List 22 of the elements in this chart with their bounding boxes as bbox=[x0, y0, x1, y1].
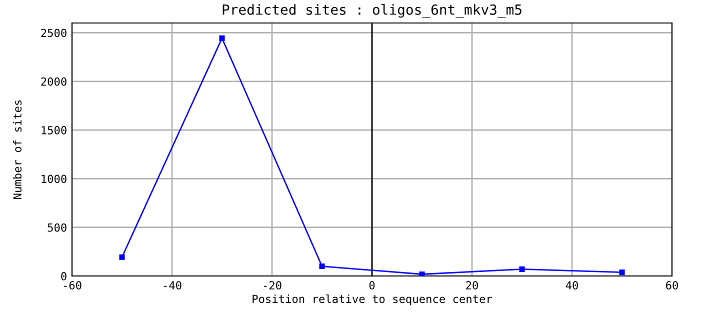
x-tick-label: -60 bbox=[64, 281, 82, 290]
y-tick-label: 2500 bbox=[41, 28, 66, 38]
point bbox=[519, 266, 525, 272]
x-tick-label: 60 bbox=[666, 281, 678, 290]
x-axis-title: Position relative to sequence center bbox=[252, 294, 492, 306]
y-tick-label: 1000 bbox=[42, 174, 66, 184]
x-tick-label: 20 bbox=[466, 281, 478, 290]
x-tick-label: 40 bbox=[566, 281, 578, 290]
y-tick-label: 0 bbox=[61, 272, 66, 280]
x-tick-label: 0 bbox=[369, 281, 375, 290]
y-tick-label: 500 bbox=[48, 223, 66, 232]
chart-title: Predicted sites : oligos_6nt_mkv3_m5 bbox=[222, 4, 522, 18]
y-tick-label: 1500 bbox=[42, 126, 66, 134]
point bbox=[119, 254, 125, 260]
x-tick-label: -40 bbox=[164, 281, 182, 290]
point bbox=[219, 35, 225, 41]
x-tick-label: -20 bbox=[264, 281, 282, 290]
y-axis-title: Number of sites bbox=[12, 100, 22, 199]
point bbox=[319, 263, 325, 270]
point bbox=[619, 270, 625, 276]
point bbox=[419, 271, 425, 276]
y-tick-label: 2000 bbox=[41, 77, 66, 86]
